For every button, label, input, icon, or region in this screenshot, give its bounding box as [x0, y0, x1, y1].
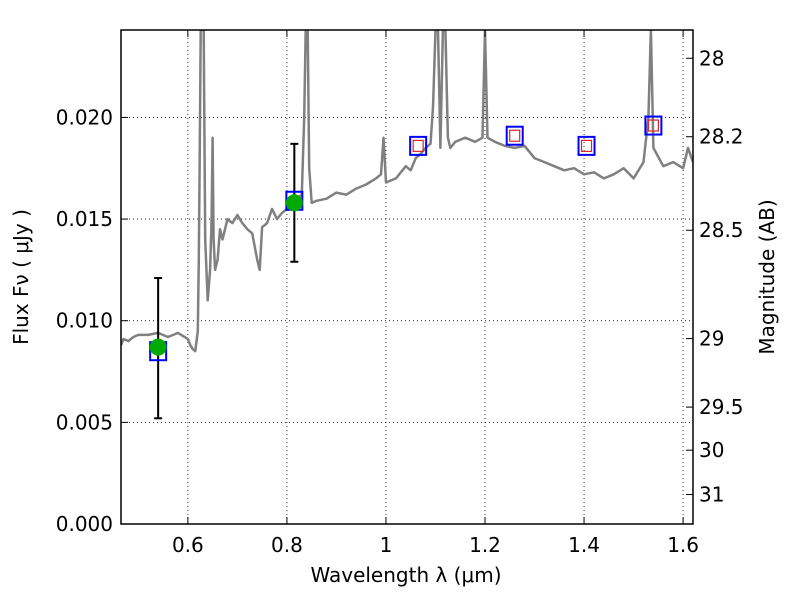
y-axis-label-left: Flux Fν ( μJy ) [9, 209, 33, 345]
model-inner-square-point [412, 139, 424, 152]
x-tick-label: 1.4 [568, 533, 600, 557]
model-square-point [577, 135, 596, 156]
y-tick-label: 0.000 [56, 512, 113, 536]
model-square-point [505, 125, 524, 146]
mag-tick-label: 30 [699, 438, 724, 462]
plot-data [121, 30, 693, 420]
mag-tick-label: 29.5 [699, 395, 744, 419]
x-axis-label: Wavelength λ (μm) [310, 563, 501, 587]
x-tick-label: 1 [380, 533, 393, 557]
y-tick-label: 0.020 [56, 105, 113, 129]
model-square-point [644, 115, 663, 136]
axis-ticks: 0.6 0.8 1 1.2 1.4 1.6 0.000 0.005 0.010 0.015 0.02… [56, 30, 744, 557]
y-tick-label: 0.005 [56, 410, 113, 434]
y-tick-label: 0.010 [56, 309, 113, 333]
mag-tick-label: 28.5 [699, 218, 744, 242]
mag-tick-label: 28 [699, 46, 724, 70]
model-inner-square-point [509, 129, 521, 142]
model-inner-square-point [580, 139, 593, 152]
photometry-point [149, 338, 167, 356]
model-square-point [409, 135, 428, 156]
mag-tick-label: 31 [699, 483, 724, 507]
model-inner-square-point [647, 119, 659, 132]
x-tick-label: 0.8 [271, 533, 303, 557]
y-tick-label: 0.015 [56, 207, 113, 231]
x-tick-label: 1.6 [667, 533, 699, 557]
y-axis-label-right: Magnitude (AB) [755, 199, 779, 354]
spectrum-line [121, 30, 693, 353]
x-tick-label: 0.6 [172, 533, 204, 557]
mag-tick-label: 29 [699, 327, 724, 351]
x-tick-label: 1.2 [469, 533, 501, 557]
mag-tick-label: 28.2 [699, 125, 744, 149]
plot-frame [120, 29, 694, 525]
photometry-point [285, 194, 303, 212]
